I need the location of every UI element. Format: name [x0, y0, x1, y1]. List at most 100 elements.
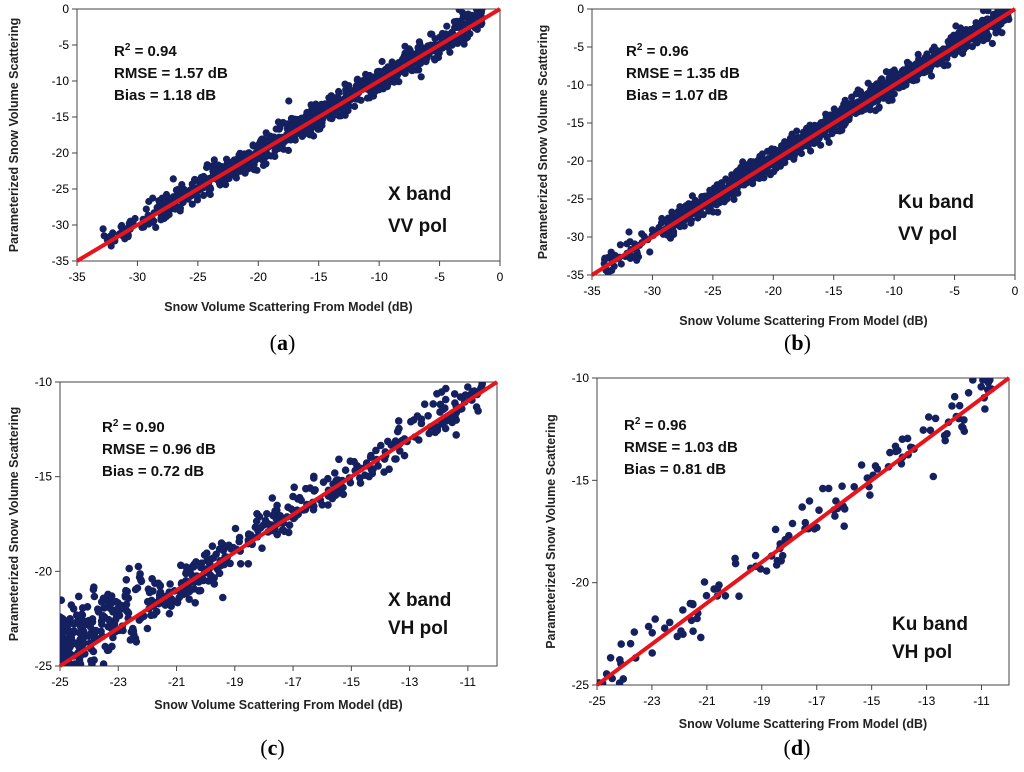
- data-point: [619, 675, 628, 683]
- data-point: [280, 527, 289, 536]
- data-point: [453, 17, 461, 25]
- data-point: [321, 100, 329, 108]
- y-tick-label: -30: [567, 230, 585, 244]
- data-point: [931, 414, 940, 423]
- data-point: [229, 170, 237, 179]
- data-point: [721, 592, 730, 600]
- data-point: [208, 542, 217, 550]
- data-point: [441, 424, 450, 433]
- data-point: [191, 599, 199, 607]
- data-point: [88, 660, 96, 666]
- data-point: [60, 638, 68, 647]
- data-point: [439, 404, 447, 412]
- data-point: [964, 389, 973, 397]
- data-point: [89, 585, 98, 594]
- data-point: [425, 429, 434, 438]
- x-axis-title: Snow Volume Scattering From Model (dB): [679, 717, 927, 731]
- data-point: [145, 588, 154, 597]
- data-point: [898, 435, 907, 444]
- data-point: [73, 617, 82, 625]
- data-point: [810, 139, 818, 148]
- data-point: [395, 424, 403, 433]
- x-tick-label: -11: [460, 675, 477, 689]
- x-tick-label: -15: [343, 675, 361, 689]
- data-point: [76, 629, 84, 637]
- data-point: [249, 141, 257, 149]
- data-point: [74, 660, 83, 666]
- band-label: X band: [388, 590, 451, 611]
- x-tick-label: -11: [973, 694, 990, 708]
- data-point: [124, 608, 132, 616]
- data-point: [686, 599, 695, 608]
- data-point: [136, 570, 144, 578]
- data-point: [617, 260, 625, 268]
- data-point: [164, 598, 173, 607]
- data-point: [394, 417, 403, 425]
- data-point: [63, 627, 71, 636]
- x-tick-label: 0: [1012, 284, 1019, 298]
- stats-annotation: R2 = 0.94 RMSE = 1.57 dB Bias = 1.18 dB: [114, 42, 228, 104]
- bias-value: Bias = 0.81 dB: [624, 461, 726, 478]
- data-point: [60, 615, 67, 623]
- y-tick-label: -10: [52, 74, 70, 88]
- data-point: [303, 108, 311, 117]
- y-tick-label: -10: [567, 78, 585, 92]
- data-point: [406, 46, 414, 54]
- x-tick-label: -25: [51, 675, 69, 689]
- data-point: [390, 78, 398, 86]
- data-point: [417, 73, 425, 81]
- data-point: [771, 525, 780, 534]
- y-tick-label: -25: [567, 192, 585, 206]
- r2-value: R2 = 0.96: [624, 416, 687, 434]
- x-axis-title: Snow Volume Scattering From Model (dB): [679, 314, 927, 328]
- panel-caption: (c): [260, 735, 284, 760]
- y-tick-label: -25: [35, 659, 53, 673]
- data-point: [660, 624, 669, 632]
- data-point: [687, 219, 695, 227]
- data-point: [751, 551, 760, 560]
- x-tick-label: 0: [497, 270, 504, 284]
- data-point: [396, 447, 404, 455]
- data-point: [606, 654, 615, 662]
- x-tick-label: -13: [401, 675, 419, 689]
- data-point: [319, 478, 328, 487]
- data-point: [74, 592, 83, 601]
- data-point: [339, 490, 348, 499]
- x-tick-label: -20: [250, 270, 268, 284]
- data-point: [755, 160, 763, 168]
- data-point: [198, 173, 206, 181]
- y-tick-label: -15: [35, 470, 53, 484]
- data-point: [460, 40, 468, 48]
- data-point: [341, 466, 350, 475]
- bias-value: Bias = 0.72 dB: [102, 463, 204, 480]
- data-point: [195, 587, 203, 595]
- data-point: [927, 72, 936, 80]
- x-tick-label: -25: [704, 284, 722, 298]
- x-tick-label: -15: [825, 284, 843, 298]
- x-axis-title: Snow Volume Scattering From Model (dB): [164, 300, 412, 314]
- panel-b: -35 -30 -25 -20 -15 -10 -5 0 -35 -30 -25 -20 -15 -10 -…: [536, 2, 1019, 355]
- data-point: [266, 132, 274, 140]
- data-point: [173, 598, 182, 607]
- r2-text: = 0.94: [130, 43, 177, 60]
- x-tick-label: -17: [284, 675, 302, 689]
- data-point: [98, 620, 106, 628]
- data-point: [464, 383, 472, 391]
- data-point: [934, 47, 942, 55]
- data-point: [116, 603, 125, 612]
- x-tick-label: -25: [189, 270, 207, 284]
- y-tick-label: -20: [567, 154, 585, 168]
- pol-label: VH pol: [892, 642, 952, 663]
- data-point: [712, 199, 720, 207]
- data-point: [302, 484, 310, 493]
- data-point: [335, 89, 343, 97]
- x-tick-label: -30: [644, 284, 662, 298]
- data-point: [385, 465, 393, 474]
- data-point: [318, 121, 326, 130]
- data-point: [798, 503, 806, 511]
- data-point: [345, 82, 353, 90]
- data-point: [140, 223, 148, 231]
- stats-annotation: R2 = 0.96 RMSE = 1.03 dB Bias = 0.81 dB: [624, 416, 738, 478]
- data-point: [92, 626, 100, 635]
